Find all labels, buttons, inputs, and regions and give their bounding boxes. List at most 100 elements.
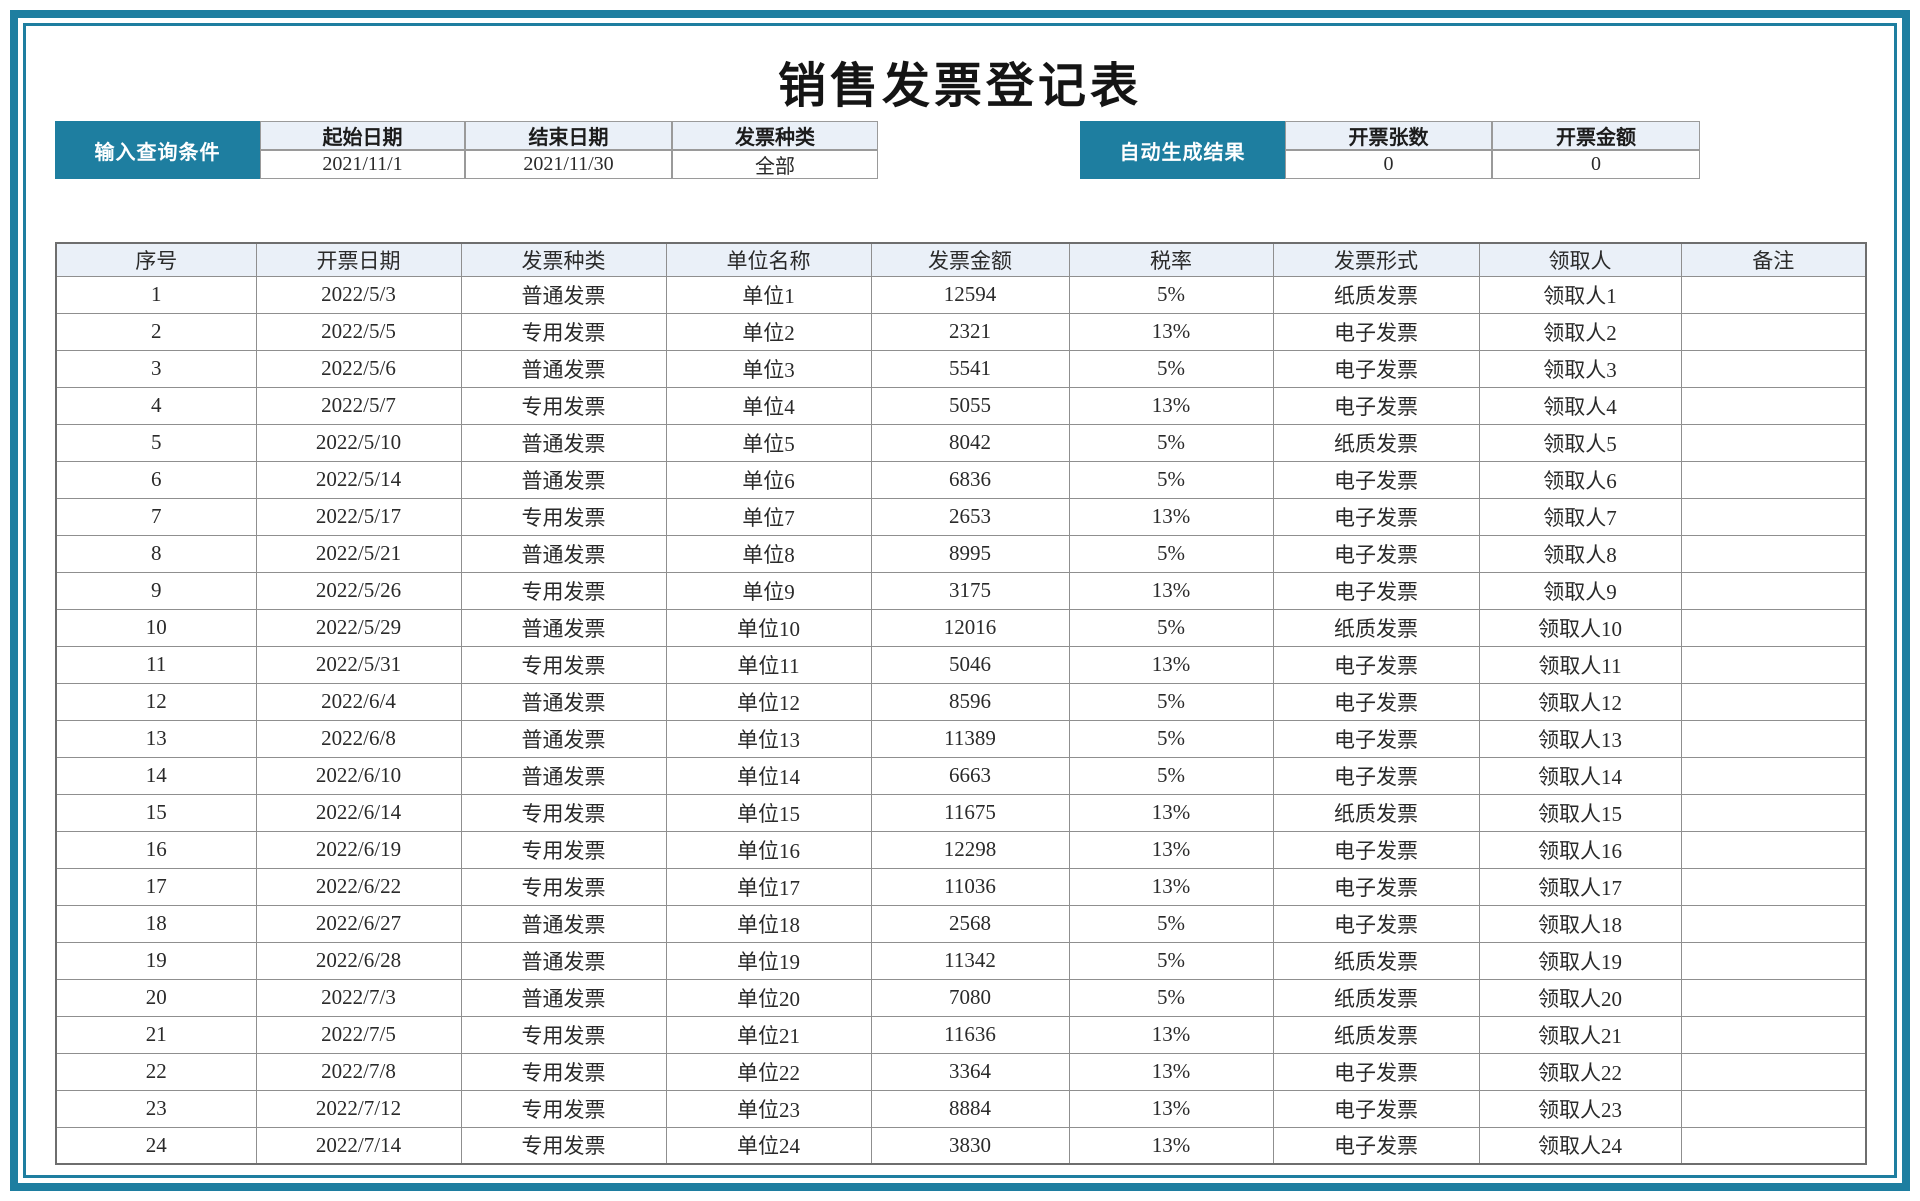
table-cell[interactable]: 领取人11 [1478,645,1682,684]
table-cell[interactable]: 10 [55,608,257,647]
table-cell[interactable]: 领取人22 [1478,1052,1682,1091]
table-cell[interactable]: 领取人24 [1478,1126,1682,1165]
table-cell[interactable]: 2022/5/21 [255,534,462,573]
table-cell[interactable]: 领取人16 [1478,830,1682,869]
table-cell[interactable]: 6663 [870,756,1070,795]
table-cell[interactable]: 5046 [870,645,1070,684]
table-cell[interactable]: 领取人18 [1478,904,1682,943]
table-cell[interactable]: 领取人20 [1478,978,1682,1017]
table-cell[interactable]: 13% [1068,1089,1274,1128]
table-cell[interactable]: 13% [1068,1015,1274,1054]
table-cell[interactable]: 2022/5/10 [255,423,462,462]
table-cell[interactable]: 普通发票 [460,756,667,795]
table-cell[interactable]: 领取人7 [1478,497,1682,536]
table-cell[interactable]: 13 [55,719,257,758]
table-cell[interactable] [1680,275,1867,314]
table-cell[interactable]: 13% [1068,1052,1274,1091]
table-cell[interactable] [1680,904,1867,943]
table-cell[interactable]: 12298 [870,830,1070,869]
table-cell[interactable]: 3 [55,349,257,388]
table-cell[interactable]: 电子发票 [1272,571,1480,610]
table-cell[interactable]: 单位23 [665,1089,872,1128]
table-cell[interactable]: 2022/6/27 [255,904,462,943]
table-cell[interactable] [1680,719,1867,758]
table-cell[interactable] [1680,608,1867,647]
table-cell[interactable]: 领取人2 [1478,312,1682,351]
end-date-cell[interactable]: 2021/11/30 [465,150,672,179]
table-cell[interactable]: 16 [55,830,257,869]
table-cell[interactable] [1680,1126,1867,1165]
table-cell[interactable]: 专用发票 [460,312,667,351]
table-cell[interactable] [1680,1089,1867,1128]
table-cell[interactable]: 2022/5/7 [255,386,462,425]
table-cell[interactable]: 电子发票 [1272,1126,1480,1165]
table-cell[interactable]: 单位7 [665,497,872,536]
table-cell[interactable]: 2568 [870,904,1070,943]
table-cell[interactable] [1680,1015,1867,1054]
table-cell[interactable]: 单位9 [665,571,872,610]
table-cell[interactable]: 2022/6/8 [255,719,462,758]
table-cell[interactable]: 2022/6/4 [255,682,462,721]
table-cell[interactable]: 电子发票 [1272,830,1480,869]
table-cell[interactable]: 2022/5/6 [255,349,462,388]
table-cell[interactable]: 单位4 [665,386,872,425]
table-cell[interactable] [1680,941,1867,980]
table-cell[interactable]: 13% [1068,571,1274,610]
table-cell[interactable] [1680,978,1867,1017]
table-cell[interactable]: 11675 [870,793,1070,832]
table-cell[interactable]: 6836 [870,460,1070,499]
table-cell[interactable]: 纸质发票 [1272,275,1480,314]
table-cell[interactable]: 23 [55,1089,257,1128]
table-cell[interactable] [1680,497,1867,536]
table-cell[interactable]: 2022/5/17 [255,497,462,536]
table-cell[interactable]: 单位18 [665,904,872,943]
table-cell[interactable]: 22 [55,1052,257,1091]
table-cell[interactable]: 领取人5 [1478,423,1682,462]
table-cell[interactable]: 13% [1068,497,1274,536]
table-cell[interactable]: 8596 [870,682,1070,721]
table-cell[interactable]: 3830 [870,1126,1070,1165]
table-cell[interactable]: 领取人3 [1478,349,1682,388]
table-cell[interactable]: 电子发票 [1272,904,1480,943]
table-cell[interactable]: 单位11 [665,645,872,684]
table-cell[interactable]: 领取人6 [1478,460,1682,499]
table-cell[interactable] [1680,682,1867,721]
table-cell[interactable]: 2022/7/8 [255,1052,462,1091]
table-cell[interactable]: 普通发票 [460,275,667,314]
table-cell[interactable]: 电子发票 [1272,1089,1480,1128]
table-cell[interactable]: 领取人12 [1478,682,1682,721]
table-cell[interactable] [1680,534,1867,573]
table-cell[interactable]: 专用发票 [460,830,667,869]
table-cell[interactable]: 18 [55,904,257,943]
table-cell[interactable]: 5 [55,423,257,462]
table-cell[interactable] [1680,756,1867,795]
table-cell[interactable]: 单位10 [665,608,872,647]
table-cell[interactable]: 5% [1068,941,1274,980]
table-cell[interactable]: 专用发票 [460,793,667,832]
table-cell[interactable] [1680,460,1867,499]
table-cell[interactable]: 电子发票 [1272,867,1480,906]
table-cell[interactable]: 2022/6/10 [255,756,462,795]
table-cell[interactable]: 1 [55,275,257,314]
table-cell[interactable]: 普通发票 [460,978,667,1017]
table-cell[interactable]: 20 [55,978,257,1017]
table-cell[interactable]: 单位2 [665,312,872,351]
table-cell[interactable]: 2022/5/14 [255,460,462,499]
table-cell[interactable]: 5% [1068,978,1274,1017]
table-cell[interactable]: 领取人1 [1478,275,1682,314]
table-cell[interactable]: 2022/7/12 [255,1089,462,1128]
table-cell[interactable] [1680,867,1867,906]
table-cell[interactable]: 2022/5/5 [255,312,462,351]
table-cell[interactable]: 领取人23 [1478,1089,1682,1128]
table-cell[interactable]: 电子发票 [1272,719,1480,758]
table-cell[interactable]: 单位8 [665,534,872,573]
table-cell[interactable]: 普通发票 [460,608,667,647]
table-cell[interactable]: 2321 [870,312,1070,351]
table-cell[interactable]: 5% [1068,756,1274,795]
table-cell[interactable]: 13% [1068,1126,1274,1165]
table-cell[interactable]: 单位20 [665,978,872,1017]
table-cell[interactable]: 2022/7/14 [255,1126,462,1165]
table-cell[interactable] [1680,645,1867,684]
table-cell[interactable]: 2022/6/22 [255,867,462,906]
table-cell[interactable]: 2022/6/14 [255,793,462,832]
